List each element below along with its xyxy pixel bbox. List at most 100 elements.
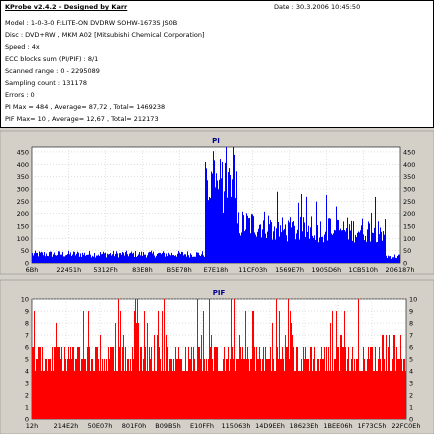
pif-bar [76, 359, 77, 419]
pif-bar [128, 359, 129, 419]
pif-bar [202, 371, 203, 419]
pi-bar [84, 252, 85, 263]
pi-bar [137, 255, 138, 263]
pi-bar [376, 242, 377, 263]
pi-bar [49, 252, 50, 263]
pi-bar [56, 255, 57, 263]
pif-bar [237, 359, 238, 419]
pi-bar [160, 252, 161, 263]
pif-y-tick-label-right: 6 [409, 344, 413, 352]
pi-bar [386, 255, 387, 263]
pif-bar [387, 371, 388, 419]
pif-bar [165, 371, 166, 419]
info-pif-stats: PIF Max= 10 , Average= 12,67 , Total= 21… [5, 115, 159, 123]
pif-bar [82, 359, 83, 419]
pif-bar [279, 311, 280, 419]
pif-bar [131, 371, 132, 419]
pi-bar [139, 252, 140, 263]
pif-bar [109, 359, 110, 419]
pi-bar [47, 255, 48, 263]
pi-bar [363, 234, 364, 263]
pi-bar [80, 253, 81, 263]
pif-bar [79, 347, 80, 419]
pi-bar [40, 252, 41, 263]
pi-chart-title: PI [212, 137, 220, 145]
pif-bar [228, 347, 229, 419]
pi-bar [329, 218, 330, 263]
pi-bar [89, 251, 90, 263]
pif-y-tick-label-right: 8 [409, 320, 413, 328]
pif-y-tick-label-left: 9 [25, 308, 29, 316]
pi-bar [298, 202, 299, 263]
pif-bar [403, 359, 404, 419]
pi-bar [200, 256, 201, 263]
pi-bar [189, 257, 190, 263]
pi-bar [289, 222, 290, 263]
pif-bar [132, 347, 133, 419]
pif-bar [293, 347, 294, 419]
pif-bar [349, 371, 350, 419]
pi-bar [259, 224, 260, 263]
pi-bar [306, 196, 307, 263]
pi-bar [113, 250, 114, 263]
pif-bar [328, 347, 329, 419]
pif-bar [390, 371, 391, 419]
pif-bar [242, 347, 243, 419]
info-model: Model : 1-0-3-0 F:LITE-ON DVDRW SOHW-167… [5, 19, 178, 27]
pif-bar [231, 299, 232, 419]
pif-bar [316, 371, 317, 419]
pi-y-tick-label-left: 350 [17, 173, 29, 181]
pi-bar [232, 179, 233, 263]
pi-bar [265, 233, 266, 263]
pi-bar [105, 252, 106, 263]
pi-bar [296, 233, 297, 263]
pi-bar [184, 254, 185, 263]
pif-bar [336, 311, 337, 419]
pi-bar [66, 254, 67, 263]
pif-bar [203, 311, 204, 419]
pi-bar [190, 253, 191, 263]
pif-bar [263, 347, 264, 419]
pi-bar [337, 219, 338, 263]
pi-bar [320, 221, 321, 263]
pi-bar [263, 220, 264, 263]
pif-bar [197, 299, 198, 419]
pif-bar [299, 371, 300, 419]
pi-bar [130, 252, 131, 263]
pi-bar [88, 254, 89, 263]
pif-x-tick-label: 14D9EEh [255, 422, 285, 430]
pi-bar [375, 196, 376, 263]
pi-bar [300, 216, 301, 263]
pi-bar [155, 257, 156, 263]
pi-bar [393, 257, 394, 263]
pif-bar [40, 347, 41, 419]
pif-bar [141, 347, 142, 419]
pif-bar [94, 371, 95, 419]
pif-bar [256, 347, 257, 419]
pif-bar [161, 371, 162, 419]
pif-bar [144, 311, 145, 419]
pif-y-tick-label-right: 2 [409, 392, 413, 400]
pif-bar [344, 311, 345, 419]
pi-bar [154, 255, 155, 263]
pi-bar [153, 251, 154, 263]
pi-bar [83, 254, 84, 263]
pif-bar [319, 371, 320, 419]
pif-bar [377, 371, 378, 419]
pi-bar [315, 239, 316, 263]
pif-bar [281, 359, 282, 419]
pif-bar [337, 347, 338, 419]
pif-bar [195, 371, 196, 419]
pi-bar [115, 253, 116, 263]
pi-bar [396, 257, 397, 263]
pif-bar [345, 347, 346, 419]
pif-bar [186, 371, 187, 419]
pif-bar [334, 359, 335, 419]
pi-bar [205, 161, 206, 263]
pif-bar [386, 335, 387, 419]
pi-x-tick-label: 1569E7h [275, 266, 304, 274]
pif-bar [103, 371, 104, 419]
pif-bar [342, 347, 343, 419]
pif-bar [170, 359, 171, 419]
